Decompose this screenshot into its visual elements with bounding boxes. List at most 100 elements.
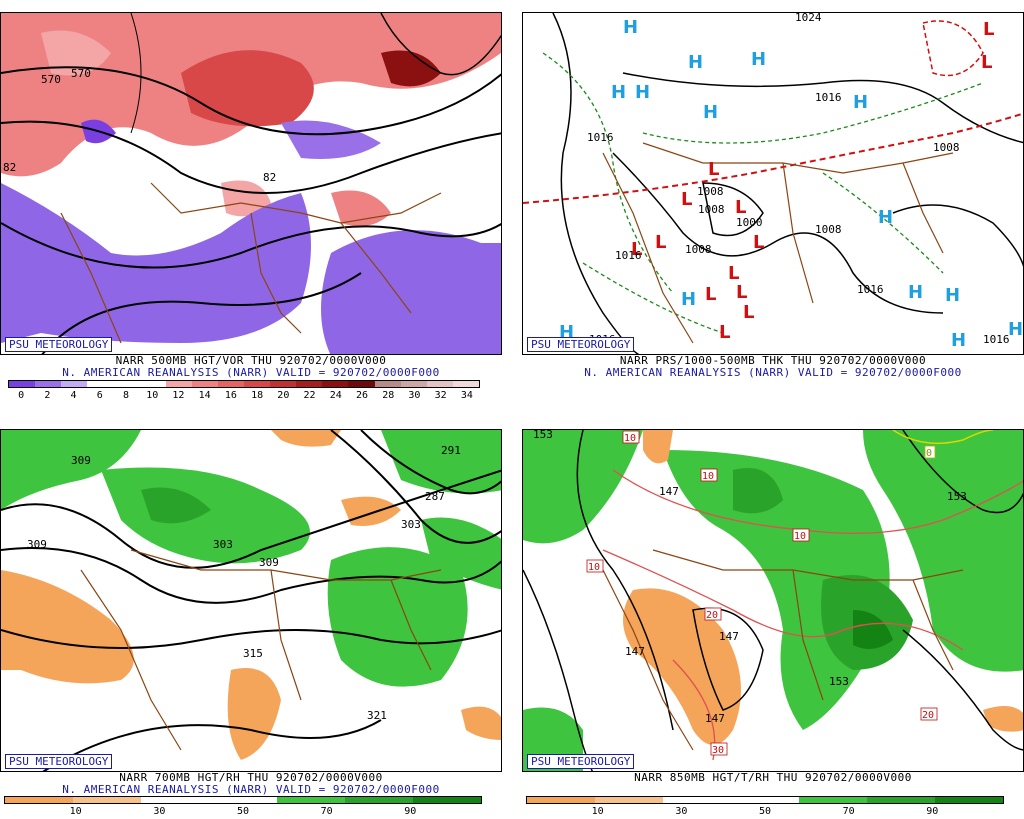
contour-label: 147 xyxy=(705,712,725,725)
panel-title: NARR 850MB HGT/T/RH THU 920702/0000V000 xyxy=(634,771,912,784)
color-scale-tick: 6 xyxy=(96,390,103,401)
color-scale-swatch xyxy=(867,797,935,803)
color-scale-swatch xyxy=(277,797,345,803)
low-pressure-marker: L xyxy=(983,19,994,40)
isobar-label: 1024 xyxy=(795,13,822,24)
color-scale-swatch xyxy=(61,381,88,387)
contour-label: 147 xyxy=(625,645,645,658)
contour-label: 303 xyxy=(401,518,421,531)
color-scale-tick: 50 xyxy=(236,806,250,817)
panel-pressure-thickness: H H H H H H H H H H H H H H L L L L L xyxy=(522,12,1024,404)
color-scale-tick: 26 xyxy=(355,390,369,401)
contour-label: 287 xyxy=(425,490,445,503)
color-scale-tick: 2 xyxy=(44,390,51,401)
contour-label: 303 xyxy=(213,538,233,551)
color-scale-swatch xyxy=(165,381,192,387)
color-scale-tick: 30 xyxy=(153,806,166,817)
contour-label: 153 xyxy=(829,675,849,688)
isobar-label: 1008 xyxy=(685,243,712,256)
psu-logo: PSU METEOROLOGY xyxy=(527,754,635,769)
color-scale-swatch xyxy=(73,797,141,803)
color-scale-swatch xyxy=(141,797,209,803)
map-700mb: 309 309 303 309 291 287 303 315 321 PSU … xyxy=(0,429,502,772)
low-pressure-marker: L xyxy=(753,232,764,253)
low-pressure-marker: L xyxy=(736,282,747,303)
panel-title: NARR 500MB HGT/VOR THU 920702/0000V000 xyxy=(115,354,387,367)
color-scale-tick: 70 xyxy=(320,806,333,817)
isobar-label: 1016 xyxy=(615,249,642,262)
color-scale-swatch xyxy=(348,381,375,387)
map-500mb: 570 570 82 82 PSU METEOROLOGY xyxy=(0,12,502,355)
color-scale-tick: 24 xyxy=(329,390,342,401)
color-scale-swatch xyxy=(799,797,867,803)
color-scale-swatch xyxy=(113,381,140,387)
psu-logo: PSU METEOROLOGY xyxy=(5,337,113,352)
color-scale-swatch xyxy=(413,797,481,803)
panel-title: NARR 700MB HGT/RH THU 920702/0000V000 xyxy=(119,771,383,784)
map-850mb: 153 147 147 153 147 147 153 10 10 10 10 … xyxy=(522,429,1024,772)
color-scale-tick: 16 xyxy=(224,390,237,401)
color-scale-tick: 30 xyxy=(675,806,688,817)
color-scale-swatch xyxy=(663,797,731,803)
temp-label: 10 xyxy=(588,562,600,573)
low-pressure-marker: L xyxy=(728,263,739,284)
temp-label: 10 xyxy=(794,531,806,542)
high-pressure-marker: H xyxy=(703,102,718,123)
color-scale-swatch xyxy=(270,381,297,387)
color-scale-tick: 90 xyxy=(926,806,939,817)
panel-title: NARR PRS/1000-500MB THK THU 920702/0000V… xyxy=(619,354,927,367)
isobar-label: 1016 xyxy=(983,333,1010,346)
color-scale-swatch xyxy=(374,381,401,387)
high-pressure-marker: H xyxy=(878,207,893,228)
contour-label: 570 xyxy=(71,67,91,80)
color-scale-bar xyxy=(526,796,1004,804)
color-scale-swatch xyxy=(9,381,36,387)
high-pressure-marker: H xyxy=(611,82,626,103)
color-scale-tick: 22 xyxy=(303,390,316,401)
high-pressure-marker: H xyxy=(635,82,650,103)
low-pressure-marker: L xyxy=(655,232,666,253)
isobar-label: 1008 xyxy=(933,141,960,154)
color-scale-swatch xyxy=(191,381,218,387)
color-scale-tick: 34 xyxy=(460,390,473,401)
color-scale-swatch xyxy=(139,381,166,387)
high-pressure-marker: H xyxy=(945,285,960,306)
color-scale-swatch xyxy=(87,381,114,387)
color-scale-tick: 30 xyxy=(408,390,421,401)
isobar-label: 1016 xyxy=(857,283,884,296)
color-scale-tick: 10 xyxy=(69,806,82,817)
temp-label: 20 xyxy=(706,610,718,621)
low-pressure-marker: L xyxy=(708,159,719,180)
low-pressure-marker: L xyxy=(631,239,642,260)
color-scale-tick: 32 xyxy=(434,390,447,401)
contour-label: 153 xyxy=(533,430,553,441)
panel-700mb-rh: 309 309 303 309 291 287 303 315 321 PSU … xyxy=(0,429,502,819)
color-scale-tick: 28 xyxy=(382,390,395,401)
color-scale-swatch xyxy=(935,797,1003,803)
contour-label: 147 xyxy=(719,630,739,643)
map-pressure-graphic: H H H H H H H H H H H H H H L L L L L xyxy=(523,13,1023,354)
color-scale-labels: 10 30 50 70 90 xyxy=(4,806,482,818)
color-scale-tick: 18 xyxy=(251,390,264,401)
contour-label: 315 xyxy=(243,647,263,660)
isobar-label: 1016 xyxy=(815,91,842,104)
high-pressure-marker: H xyxy=(688,52,703,73)
color-scale-swatch xyxy=(400,381,427,387)
isobar-label: 1016 xyxy=(587,131,614,144)
color-scale-swatch xyxy=(731,797,799,803)
high-pressure-marker: H xyxy=(951,330,966,351)
temp-label: 20 xyxy=(922,710,934,721)
contour-label: 82 xyxy=(263,171,276,184)
isobar-label: 1008 xyxy=(698,203,725,216)
panel-subtitle: N. AMERICAN REANALYSIS (NARR) VALID = 92… xyxy=(584,366,962,379)
isobar-label: 1008 xyxy=(815,223,842,236)
color-scale-tick: 10 xyxy=(146,390,159,401)
low-pressure-marker: L xyxy=(681,189,692,210)
color-scale-swatch xyxy=(426,381,453,387)
color-scale-swatch xyxy=(209,797,277,803)
high-pressure-marker: H xyxy=(623,17,638,38)
color-scale-swatch xyxy=(345,797,413,803)
isobar-label: 1008 xyxy=(697,185,724,198)
color-scale-swatch xyxy=(5,797,73,803)
low-pressure-marker: L xyxy=(743,302,754,323)
